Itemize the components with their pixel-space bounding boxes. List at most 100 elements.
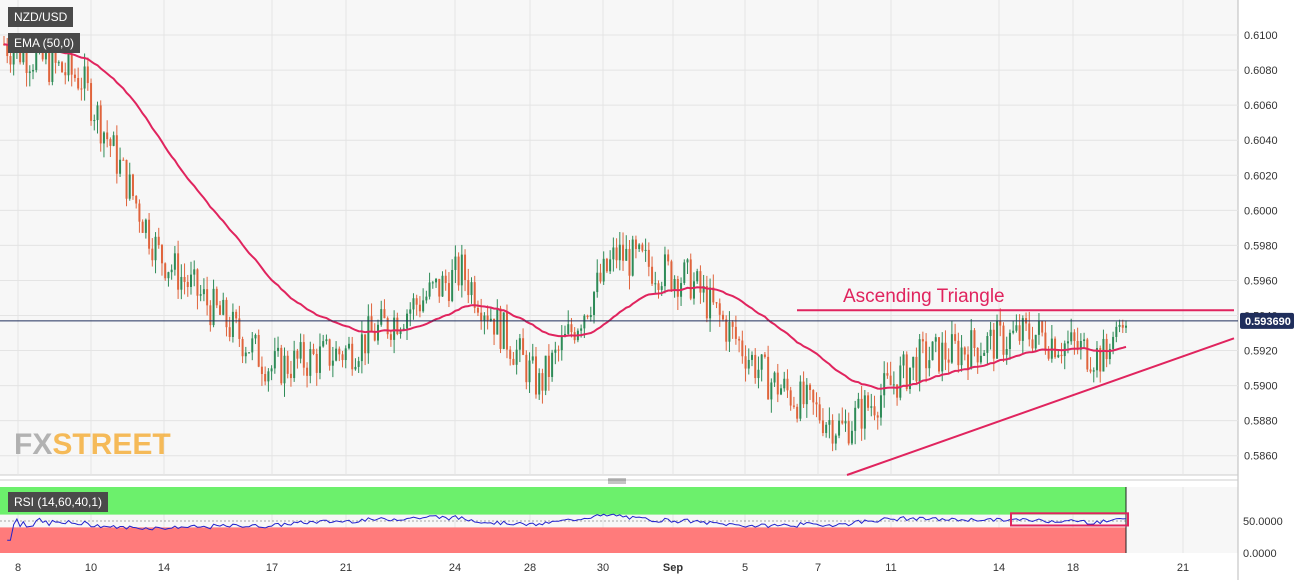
x-tick-label: 5 [742, 562, 748, 574]
candle-body [544, 355, 547, 391]
candle-body [589, 315, 592, 318]
candle-body [489, 318, 492, 321]
y-tick-label: 0.5880 [1244, 416, 1278, 428]
candle-body [135, 195, 138, 204]
candle-body [676, 279, 679, 297]
support-trendline [846, 337, 1235, 476]
candle-body [963, 347, 966, 355]
candle-body [431, 282, 434, 284]
candle-body [1015, 325, 1018, 331]
candle-body [712, 287, 715, 303]
candle-body [402, 328, 405, 330]
candle-body [686, 259, 689, 263]
candle-body [196, 269, 199, 296]
rsi-y-tick-label: 0.0000 [1243, 548, 1277, 560]
ema-label: EMA (50,0) [8, 33, 81, 53]
candle-body [157, 236, 160, 246]
candle-body [248, 352, 251, 354]
candle-body [805, 384, 808, 405]
candle-body [380, 309, 383, 325]
x-tick-label: 8 [15, 562, 21, 574]
candle-body [170, 269, 173, 273]
x-tick-label: 11 [885, 562, 896, 574]
candle-body [825, 424, 828, 434]
candle-body [470, 282, 473, 296]
y-tick-label: 0.6040 [1244, 135, 1278, 147]
candle-body [644, 249, 647, 251]
candle-body [209, 305, 212, 326]
candle-body [386, 318, 389, 335]
candle-body [109, 139, 112, 146]
candle-body [238, 318, 241, 340]
candle-body [441, 275, 444, 297]
candle-body [444, 275, 447, 284]
candle-body [583, 315, 586, 329]
candle-body [244, 352, 247, 357]
rsi-highlight-box [1010, 512, 1129, 527]
candle-body [61, 62, 64, 73]
candle-body [190, 274, 192, 287]
candle-body [341, 354, 344, 361]
candle-body [389, 334, 392, 340]
candle-body [1060, 354, 1063, 357]
candle-body [273, 351, 276, 369]
candle-body [876, 415, 879, 418]
candle-body [309, 349, 312, 376]
candle-body [699, 271, 702, 293]
candle-body [889, 375, 892, 386]
candle-body [1102, 338, 1105, 372]
candle-body [286, 355, 289, 374]
candle-body [57, 62, 60, 64]
candle-body [296, 350, 299, 359]
fxstreet-watermark: FXSTREET [14, 428, 171, 461]
candle-body [451, 269, 454, 302]
candle-body [9, 56, 12, 65]
candle-body [647, 249, 650, 267]
candle-body [622, 244, 625, 261]
candle-body [570, 324, 573, 333]
candle-body [115, 135, 118, 174]
candle-body [899, 365, 902, 398]
candle-body [628, 248, 631, 276]
candle-body [370, 316, 373, 332]
candle-body [67, 53, 70, 76]
candle-body [315, 353, 318, 373]
candle-body [222, 299, 225, 315]
candle-body [554, 349, 557, 353]
candle-body [634, 239, 637, 249]
candle-body [999, 321, 1002, 326]
candle-body [657, 283, 660, 290]
candle-body [270, 368, 273, 372]
candle-body [99, 105, 102, 144]
candle-body [605, 258, 608, 272]
candle-body [480, 312, 483, 322]
candle-body [1041, 321, 1044, 333]
candle-body [692, 281, 695, 299]
candle-body [183, 276, 186, 282]
candle-body [1070, 332, 1073, 342]
rsi-line [7, 513, 1127, 541]
candle-body [1121, 324, 1124, 328]
candle-body [289, 373, 292, 379]
candle-body [131, 174, 134, 196]
candle-body [106, 132, 109, 140]
candle-body [654, 283, 657, 285]
candle-body [460, 254, 463, 286]
candle-body [415, 298, 418, 305]
candle-body [476, 307, 479, 313]
candle-body [941, 342, 944, 372]
candle-body [1115, 326, 1118, 337]
candle-body [902, 354, 905, 366]
candle-body [689, 259, 692, 299]
y-tick-label: 0.5960 [1244, 275, 1278, 287]
candle-body [663, 254, 666, 287]
candle-body [77, 78, 80, 89]
candle-body [277, 347, 280, 352]
candle-body [860, 398, 863, 429]
candle-body [612, 247, 615, 260]
ema-line [3, 43, 1127, 390]
candle-body [102, 132, 105, 144]
candle-body [947, 359, 950, 363]
candle-body [80, 88, 83, 90]
